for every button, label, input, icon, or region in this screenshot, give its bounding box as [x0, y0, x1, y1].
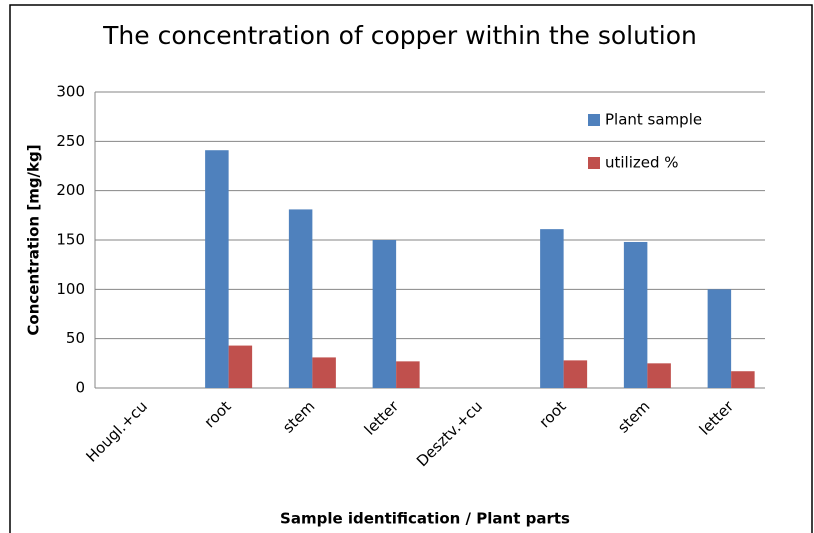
bar: [205, 150, 229, 388]
y-axis-label: Concentration [mg/kg]: [25, 144, 43, 335]
bar: [731, 371, 755, 388]
bar: [623, 241, 648, 388]
legend-label: Plant sample: [605, 111, 702, 129]
x-axis-label: Sample identification / Plant parts: [280, 510, 570, 528]
y-tick-label: 0: [75, 379, 85, 397]
legend-label: utilized %: [605, 154, 679, 172]
bar: [372, 240, 397, 388]
chart-frame: [9, 4, 813, 533]
legend-swatch: [588, 157, 600, 169]
bar: [707, 289, 732, 388]
bar: [563, 360, 588, 388]
bar: [312, 357, 336, 388]
y-tick-label: 150: [56, 231, 85, 249]
y-tick-label: 50: [66, 329, 85, 347]
chart-title: The concentration of copper within the s…: [102, 21, 697, 50]
bar: [228, 345, 253, 388]
bar: [396, 361, 420, 388]
bar: [647, 363, 671, 388]
y-tick-label: 250: [56, 132, 85, 150]
legend-swatch: [588, 114, 600, 126]
bar: [540, 229, 564, 388]
y-tick-label: 300: [56, 83, 85, 101]
bar: [288, 209, 313, 388]
y-tick-label: 200: [56, 181, 85, 199]
y-tick-label: 100: [56, 280, 85, 298]
